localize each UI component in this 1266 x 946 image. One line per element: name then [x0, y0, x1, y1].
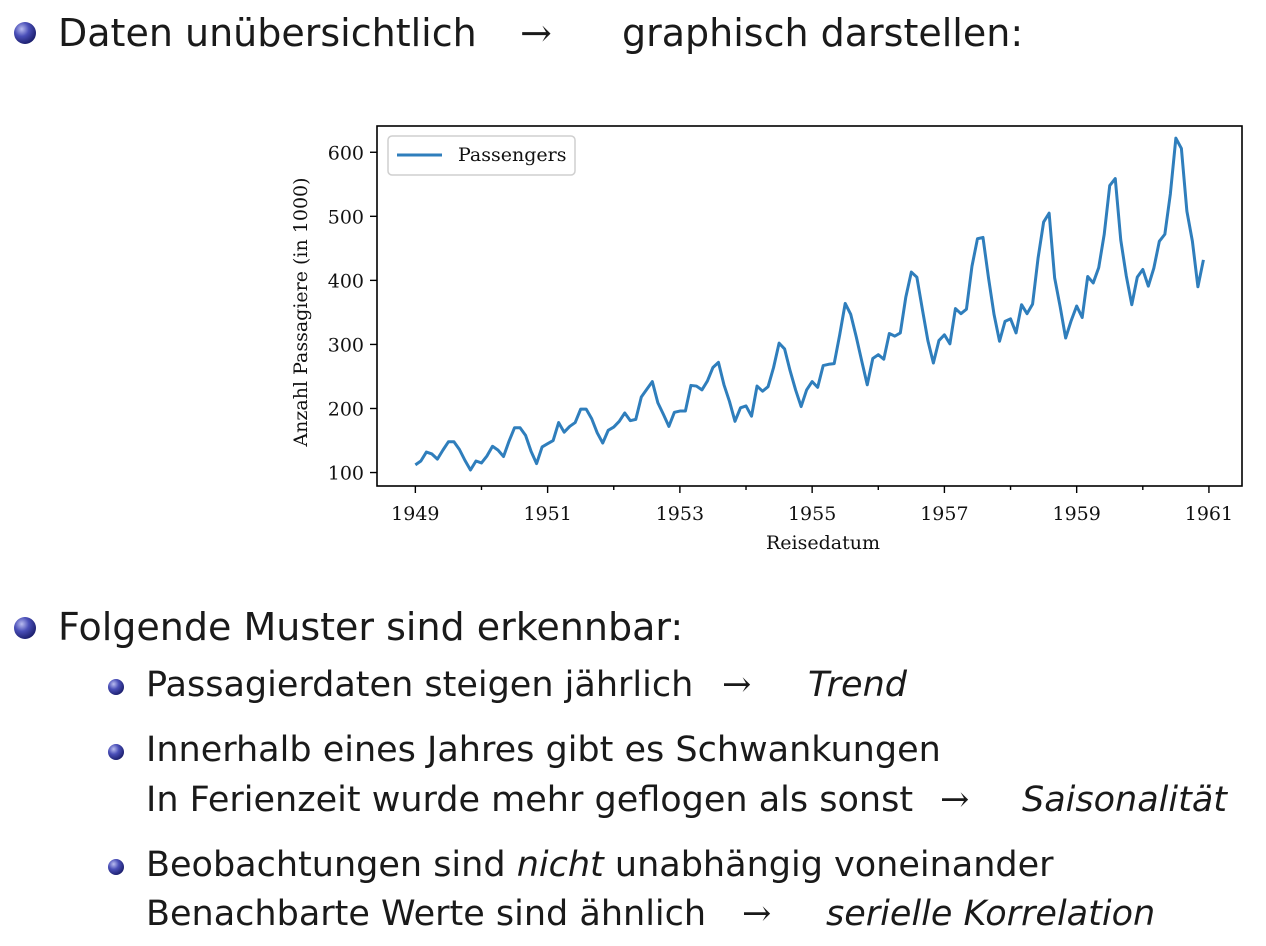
pattern-3-line2: Benachbarte Werte sind ähnlich — [146, 894, 707, 934]
pattern-2-line1: Innerhalb eines Jahres gibt es Schwankun… — [146, 730, 941, 770]
y-axis-label: Anzahl Passagiere (in 1000) — [290, 177, 312, 447]
legend-box — [387, 135, 576, 176]
pattern-2-line2: In Ferienzeit wurde mehr geflogen als so… — [146, 780, 914, 820]
sub-bullet-ball-icon — [108, 859, 124, 875]
arrow-icon: → — [520, 11, 552, 55]
legend: Passengers — [387, 135, 576, 176]
x-tick-label: 1961 — [1185, 503, 1233, 525]
arrow-icon: → — [722, 665, 752, 705]
x-tick-label: 1959 — [1052, 503, 1100, 525]
pattern-1-text: Passagierdaten steigen jährlich — [146, 665, 694, 705]
bullet-top-text-right: graphisch darstellen: — [622, 11, 1024, 55]
arrow-icon: → — [742, 894, 772, 934]
pattern-3-line1: Beobachtungen sind nicht unabhängig vone… — [146, 848, 1054, 883]
plot-frame — [376, 125, 1243, 487]
sub-bullet-ball-icon — [108, 679, 124, 695]
x-tick-label: 1949 — [391, 503, 439, 525]
pattern-1-term: Trend — [808, 665, 907, 705]
passengers-line-chart: 100 200 300 400 500 600 1949 1951 1953 1955 1957 1… — [290, 125, 1243, 554]
pattern-3-line1-em: nicht — [516, 845, 604, 885]
pattern-3-term: serielle Korrelation — [826, 894, 1156, 934]
x-tick-label: 1951 — [523, 503, 571, 525]
patterns-heading: Folgende Muster sind erkennbar: — [58, 605, 684, 649]
legend-label: Passengers — [458, 144, 566, 166]
sub-bullet-ball-icon — [108, 744, 124, 760]
pattern-2-term: Saisonalität — [1022, 780, 1228, 820]
y-tick-label: 300 — [328, 334, 364, 356]
y-tick-label: 200 — [328, 398, 364, 420]
bullet-ball-icon — [14, 617, 36, 639]
pattern-3-line1-a: Beobachtungen sind — [146, 845, 506, 885]
bullet-ball-icon — [14, 22, 36, 44]
x-tick-label: 1953 — [656, 503, 704, 525]
arrow-icon: → — [940, 780, 970, 820]
pattern-3-line1-b: unabhängig voneinander — [614, 845, 1054, 885]
series-line-passengers — [414, 136, 1205, 472]
x-axis-label: Reisedatum — [766, 532, 880, 554]
y-tick-label: 400 — [328, 270, 364, 292]
bullet-top-text-left: Daten unübersichtlich — [58, 11, 477, 55]
y-tick-label: 600 — [328, 142, 364, 164]
x-tick-label: 1955 — [788, 503, 836, 525]
x-tick-label: 1957 — [920, 503, 968, 525]
y-tick-label: 100 — [328, 463, 364, 485]
y-tick-label: 500 — [328, 206, 364, 228]
